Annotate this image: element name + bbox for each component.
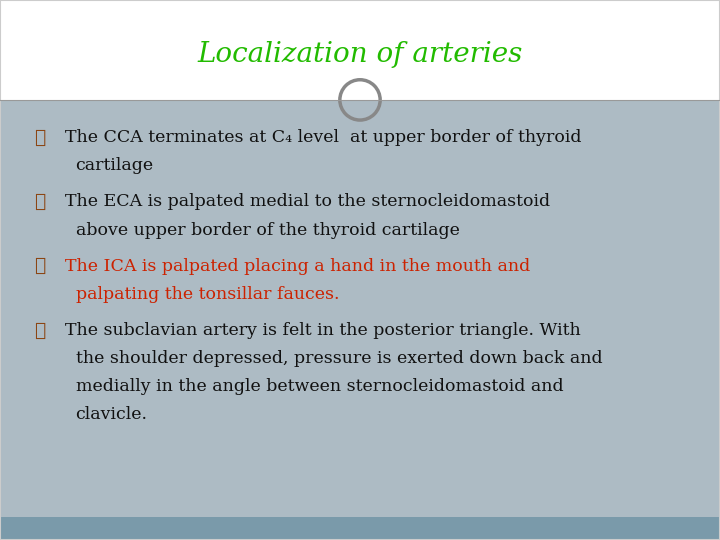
Bar: [0, 0, 720, 100]
Text: Localization of arteries: Localization of arteries: [197, 40, 523, 68]
Text: clavicle.: clavicle.: [76, 406, 148, 423]
Text: ❧: ❧: [34, 193, 45, 211]
Text: The ICA is palpated placing a hand in the mouth and: The ICA is palpated placing a hand in th…: [65, 258, 530, 275]
Bar: [0, 517, 720, 540]
Text: cartilage: cartilage: [76, 157, 154, 174]
Text: The subclavian artery is felt in the posterior triangle. With: The subclavian artery is felt in the pos…: [65, 322, 580, 339]
Text: medially in the angle between sternocleidomastoid and: medially in the angle between sternoclei…: [76, 378, 563, 395]
Text: ❧: ❧: [34, 257, 45, 275]
Text: The ECA is palpated medial to the sternocleidomastoid: The ECA is palpated medial to the sterno…: [65, 193, 550, 211]
Text: the shoulder depressed, pressure is exerted down back and: the shoulder depressed, pressure is exer…: [76, 350, 602, 367]
Text: palpating the tonsillar fauces.: palpating the tonsillar fauces.: [76, 286, 339, 303]
Text: above upper border of the thyroid cartilage: above upper border of the thyroid cartil…: [76, 221, 459, 239]
Text: The CCA terminates at C₄ level  at upper border of thyroid: The CCA terminates at C₄ level at upper …: [65, 129, 581, 146]
Text: ❧: ❧: [34, 129, 45, 147]
Text: ❧: ❧: [34, 321, 45, 340]
